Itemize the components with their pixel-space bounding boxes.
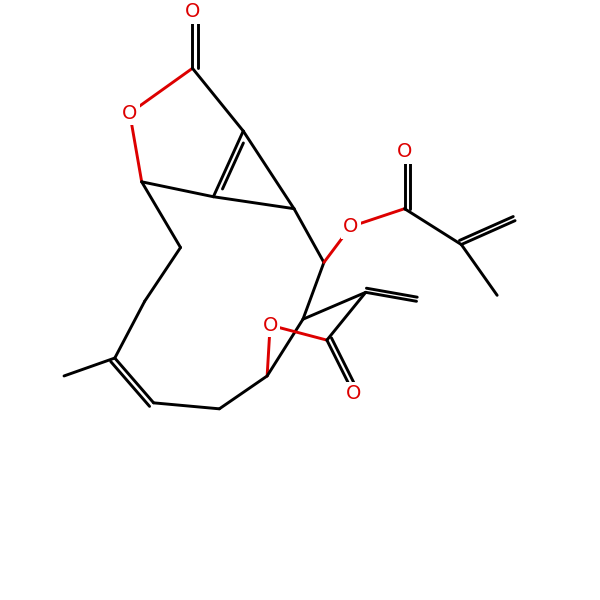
- Text: O: O: [343, 217, 358, 236]
- Text: O: O: [346, 385, 361, 403]
- Text: O: O: [122, 104, 137, 122]
- Text: O: O: [262, 316, 278, 335]
- Text: O: O: [185, 2, 200, 21]
- Text: O: O: [397, 142, 412, 161]
